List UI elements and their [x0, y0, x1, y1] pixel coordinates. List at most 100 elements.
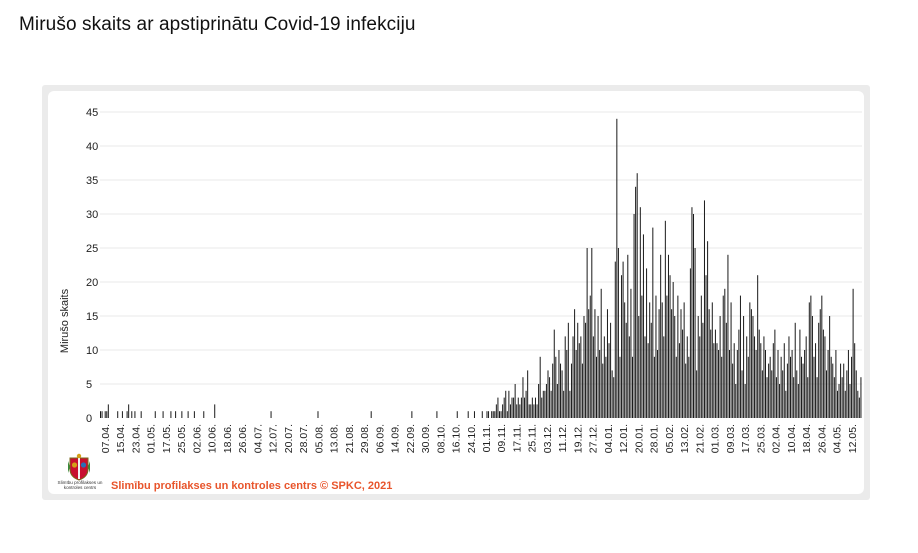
bar [749, 302, 751, 418]
bar [847, 350, 849, 418]
bar [547, 370, 549, 418]
bar [757, 275, 759, 418]
bar [763, 336, 765, 418]
bar [857, 390, 859, 418]
bar [833, 377, 835, 418]
bar [697, 316, 699, 418]
bar [769, 356, 771, 418]
x-tick-label: 28.01. [649, 424, 661, 453]
bar [606, 309, 608, 418]
bar [696, 370, 698, 418]
bar [855, 370, 857, 418]
bar [747, 356, 749, 418]
bar [560, 363, 562, 418]
x-tick-label: 25.03. [755, 424, 767, 453]
bar [794, 322, 796, 418]
bar [667, 254, 669, 418]
bar [527, 370, 529, 418]
bar [536, 404, 538, 418]
bar [836, 390, 838, 418]
y-tick-label: 10 [86, 345, 98, 357]
bar [808, 302, 810, 418]
x-tick-label: 21.02. [694, 424, 706, 453]
bar [505, 390, 507, 418]
bar [755, 350, 757, 418]
bar [766, 377, 768, 418]
bar [719, 316, 721, 418]
bar [509, 404, 511, 418]
x-tick-label: 01.05. [146, 424, 158, 453]
x-tick-label: 09.11. [496, 424, 508, 452]
bar [622, 261, 624, 418]
bar [531, 397, 533, 418]
bar [630, 288, 632, 418]
bar [708, 309, 710, 418]
bar [552, 363, 554, 418]
bar [815, 343, 817, 418]
bar [566, 350, 568, 418]
bar [567, 322, 569, 418]
bar [570, 363, 572, 418]
bar [826, 370, 828, 418]
bar [555, 356, 557, 418]
x-tick-label: 04.07. [252, 424, 264, 453]
bar [674, 316, 676, 418]
bar [126, 411, 128, 418]
bar [661, 302, 663, 418]
bar [592, 336, 594, 418]
bar [550, 390, 552, 418]
bar [800, 356, 802, 418]
bar [846, 370, 848, 418]
x-tick-label: 04.01. [603, 424, 615, 453]
bar [131, 411, 133, 418]
bar [716, 343, 718, 418]
bar [511, 397, 513, 418]
bar [811, 316, 813, 418]
bar [617, 248, 619, 418]
bar [729, 350, 730, 418]
bar [810, 295, 812, 418]
bar [774, 329, 776, 418]
x-tick-label: 10.04. [786, 424, 798, 453]
bar [636, 173, 638, 418]
x-tick-label: 17.05. [161, 424, 173, 453]
x-tick-label: 08.10. [435, 424, 447, 453]
source-credit: Slimību profilakses un kontroles centrs … [111, 480, 393, 492]
bar [786, 363, 788, 418]
bar [502, 404, 504, 418]
bar [775, 377, 777, 418]
bar [492, 411, 494, 418]
bar [627, 254, 629, 418]
bar [764, 350, 766, 418]
bar [713, 343, 715, 418]
bar [596, 356, 597, 418]
bar [140, 411, 142, 418]
bar [603, 336, 605, 418]
x-tick-label: 30.09. [420, 424, 432, 453]
bar [558, 350, 560, 418]
bar [106, 411, 108, 418]
bar [481, 411, 483, 418]
bar [187, 411, 189, 418]
x-tick-label: 02.04. [771, 424, 783, 453]
bar [508, 390, 510, 418]
bar [611, 370, 613, 418]
bar [588, 309, 590, 418]
bar [520, 397, 522, 418]
x-tick-label: 24.10. [466, 424, 478, 453]
bar [858, 397, 860, 418]
bar [835, 350, 837, 418]
bar [816, 377, 818, 418]
bar [725, 322, 727, 418]
bar [693, 214, 695, 418]
bar [657, 350, 659, 418]
bar [646, 268, 648, 418]
bar [761, 370, 763, 418]
bar [516, 404, 518, 418]
bar [777, 350, 779, 418]
bar [750, 309, 752, 418]
bar [688, 356, 690, 418]
bar [175, 411, 177, 418]
bar [672, 282, 674, 418]
bar [544, 390, 546, 418]
